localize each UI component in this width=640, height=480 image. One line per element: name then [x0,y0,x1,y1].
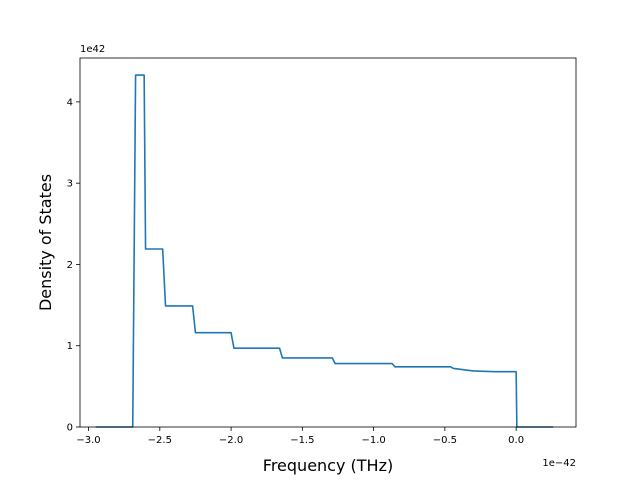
x-axis-offset-label: 1e−42 [542,458,576,469]
dos-series-line-0 [95,74,554,428]
y-tick-label: 4 [67,97,73,108]
x-axis-title: Frequency (THz) [263,456,393,475]
y-tick-label: 3 [67,179,73,190]
y-tick-label: 1 [67,341,73,352]
x-tick-label: −2.5 [148,435,172,446]
x-tick-label: −1.0 [361,435,385,446]
x-tick-label: −3.0 [76,435,100,446]
y-tick-label: 2 [67,260,73,271]
y-axis-title: Density of States [36,174,55,311]
x-axis-ticks: −3.0 −2.5 −2.0 −1.5 −1.0 −0.5 0.0 [76,427,524,446]
y-axis-offset-label: 1e42 [80,44,105,55]
x-tick-label: −1.5 [290,435,314,446]
y-tick-label: 0 [67,423,73,434]
plot-area [95,74,554,428]
x-tick-label: 0.0 [508,435,524,446]
x-tick-label: −2.0 [219,435,243,446]
y-axis-ticks: 0 1 2 3 4 [67,97,80,434]
x-tick-label: −0.5 [433,435,457,446]
axes-frame [79,57,577,428]
